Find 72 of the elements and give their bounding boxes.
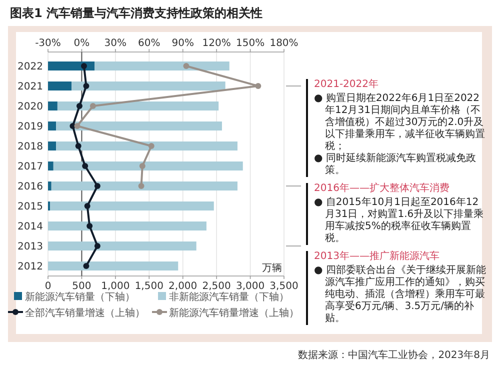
x-tick-label: 2,000 [168, 281, 198, 292]
bar [50, 202, 214, 210]
point [183, 63, 190, 69]
point [138, 183, 144, 189]
x-tick-label: 3,500 [270, 281, 298, 292]
x2-tick-label: -30% [35, 38, 61, 49]
bar [56, 142, 238, 150]
y-tick-label: 2018 [18, 142, 43, 152]
text: 2016年——扩大整体汽车消费 ● 自2015年10月1日起至2016年12月31日，对购置1.6升及以下排量乘用车减按5%的税率征收车辆购置税。 [314, 183, 485, 245]
point [86, 223, 93, 229]
text: 2013年——推广新能源汽车 ● 四部委联合出台《关于继续开展新能源汽车推广应用工作的通知》，购买纯电动、插混（含增程）乘用车可最高享受6万元/辆、3.5万元/辆的补贴。 [314, 251, 486, 325]
y-tick-label: 2017 [18, 162, 43, 172]
point [148, 143, 154, 149]
x-tick-label: 500 [72, 281, 92, 292]
bar [72, 82, 226, 90]
source-note: 数据来源：中国汽车工业协会，2023年8月 [298, 349, 490, 361]
bar [48, 82, 72, 90]
point [80, 63, 87, 69]
x-axis-title: 万辆 [262, 262, 282, 274]
point [75, 143, 82, 149]
legend-label: 非新能源汽车销量（下轴） [169, 291, 289, 303]
y-tick-label: 2012 [18, 262, 43, 272]
bar [53, 162, 243, 170]
y-tick-label: 2013 [18, 242, 43, 252]
legend-label: 全部汽车销量增速（上轴） [25, 307, 145, 319]
legend-label: 新能源汽车销量（下轴） [25, 291, 135, 303]
bar [48, 262, 178, 270]
bar [48, 242, 196, 250]
bar [48, 162, 54, 170]
bar [57, 102, 219, 110]
point [139, 163, 146, 169]
x2-tick-label: 180% [270, 38, 298, 49]
x-tick-label: 1,500 [134, 281, 164, 292]
chart-title: 图表1 汽车销量与汽车消费支持性政策的相关性 [10, 6, 263, 20]
point [255, 83, 262, 89]
bar [48, 122, 56, 130]
bar [48, 62, 95, 70]
x2-tick-label: 120% [202, 38, 231, 49]
bar [56, 122, 222, 130]
bar [48, 102, 58, 110]
y-tick-label: 2021 [18, 82, 43, 92]
bar [94, 62, 230, 70]
point [84, 203, 90, 209]
x-tick-label: 1,000 [101, 281, 130, 292]
y-tick-label: 2014 [18, 222, 43, 232]
text: 2021-2022年 ● 购置日期在2022年6月1日至2022年12月31日期间内且单车价格（不含增值税）不超过30万元的2.0升及以下排量乘用车，减半征收车辆购置税； ● 同时延续新能源汽车购置税减免政策。 [314, 79, 486, 177]
y-tick-label: 2019 [18, 122, 43, 132]
point [76, 103, 82, 109]
point [83, 83, 90, 89]
y-tick-label: 2022 [18, 62, 43, 72]
x2-tick-label: 90% [172, 38, 194, 49]
x-tick-label: 3,000 [236, 281, 265, 292]
point [83, 263, 90, 269]
bar [48, 182, 52, 190]
x2-tick-label: 60% [138, 38, 160, 49]
x-tick-label: 2,500 [202, 281, 231, 292]
point [82, 163, 88, 169]
bar [51, 182, 238, 190]
y-tick-label: 2016 [18, 182, 43, 192]
point [90, 103, 96, 109]
x2-tick-label: 0% [74, 38, 90, 49]
legend-label: 新能源汽车销量增速（上轴） [169, 307, 299, 319]
bar [48, 222, 206, 230]
point [94, 183, 100, 189]
x-tick-label: 0 [44, 281, 52, 292]
y-tick-label: 2015 [18, 202, 43, 212]
y-tick-label: 2020 [18, 102, 43, 112]
point [74, 123, 80, 129]
x2-tick-label: 30% [104, 38, 127, 49]
bar [48, 142, 56, 150]
point [94, 243, 100, 249]
x2-tick-label: 150% [236, 38, 265, 49]
